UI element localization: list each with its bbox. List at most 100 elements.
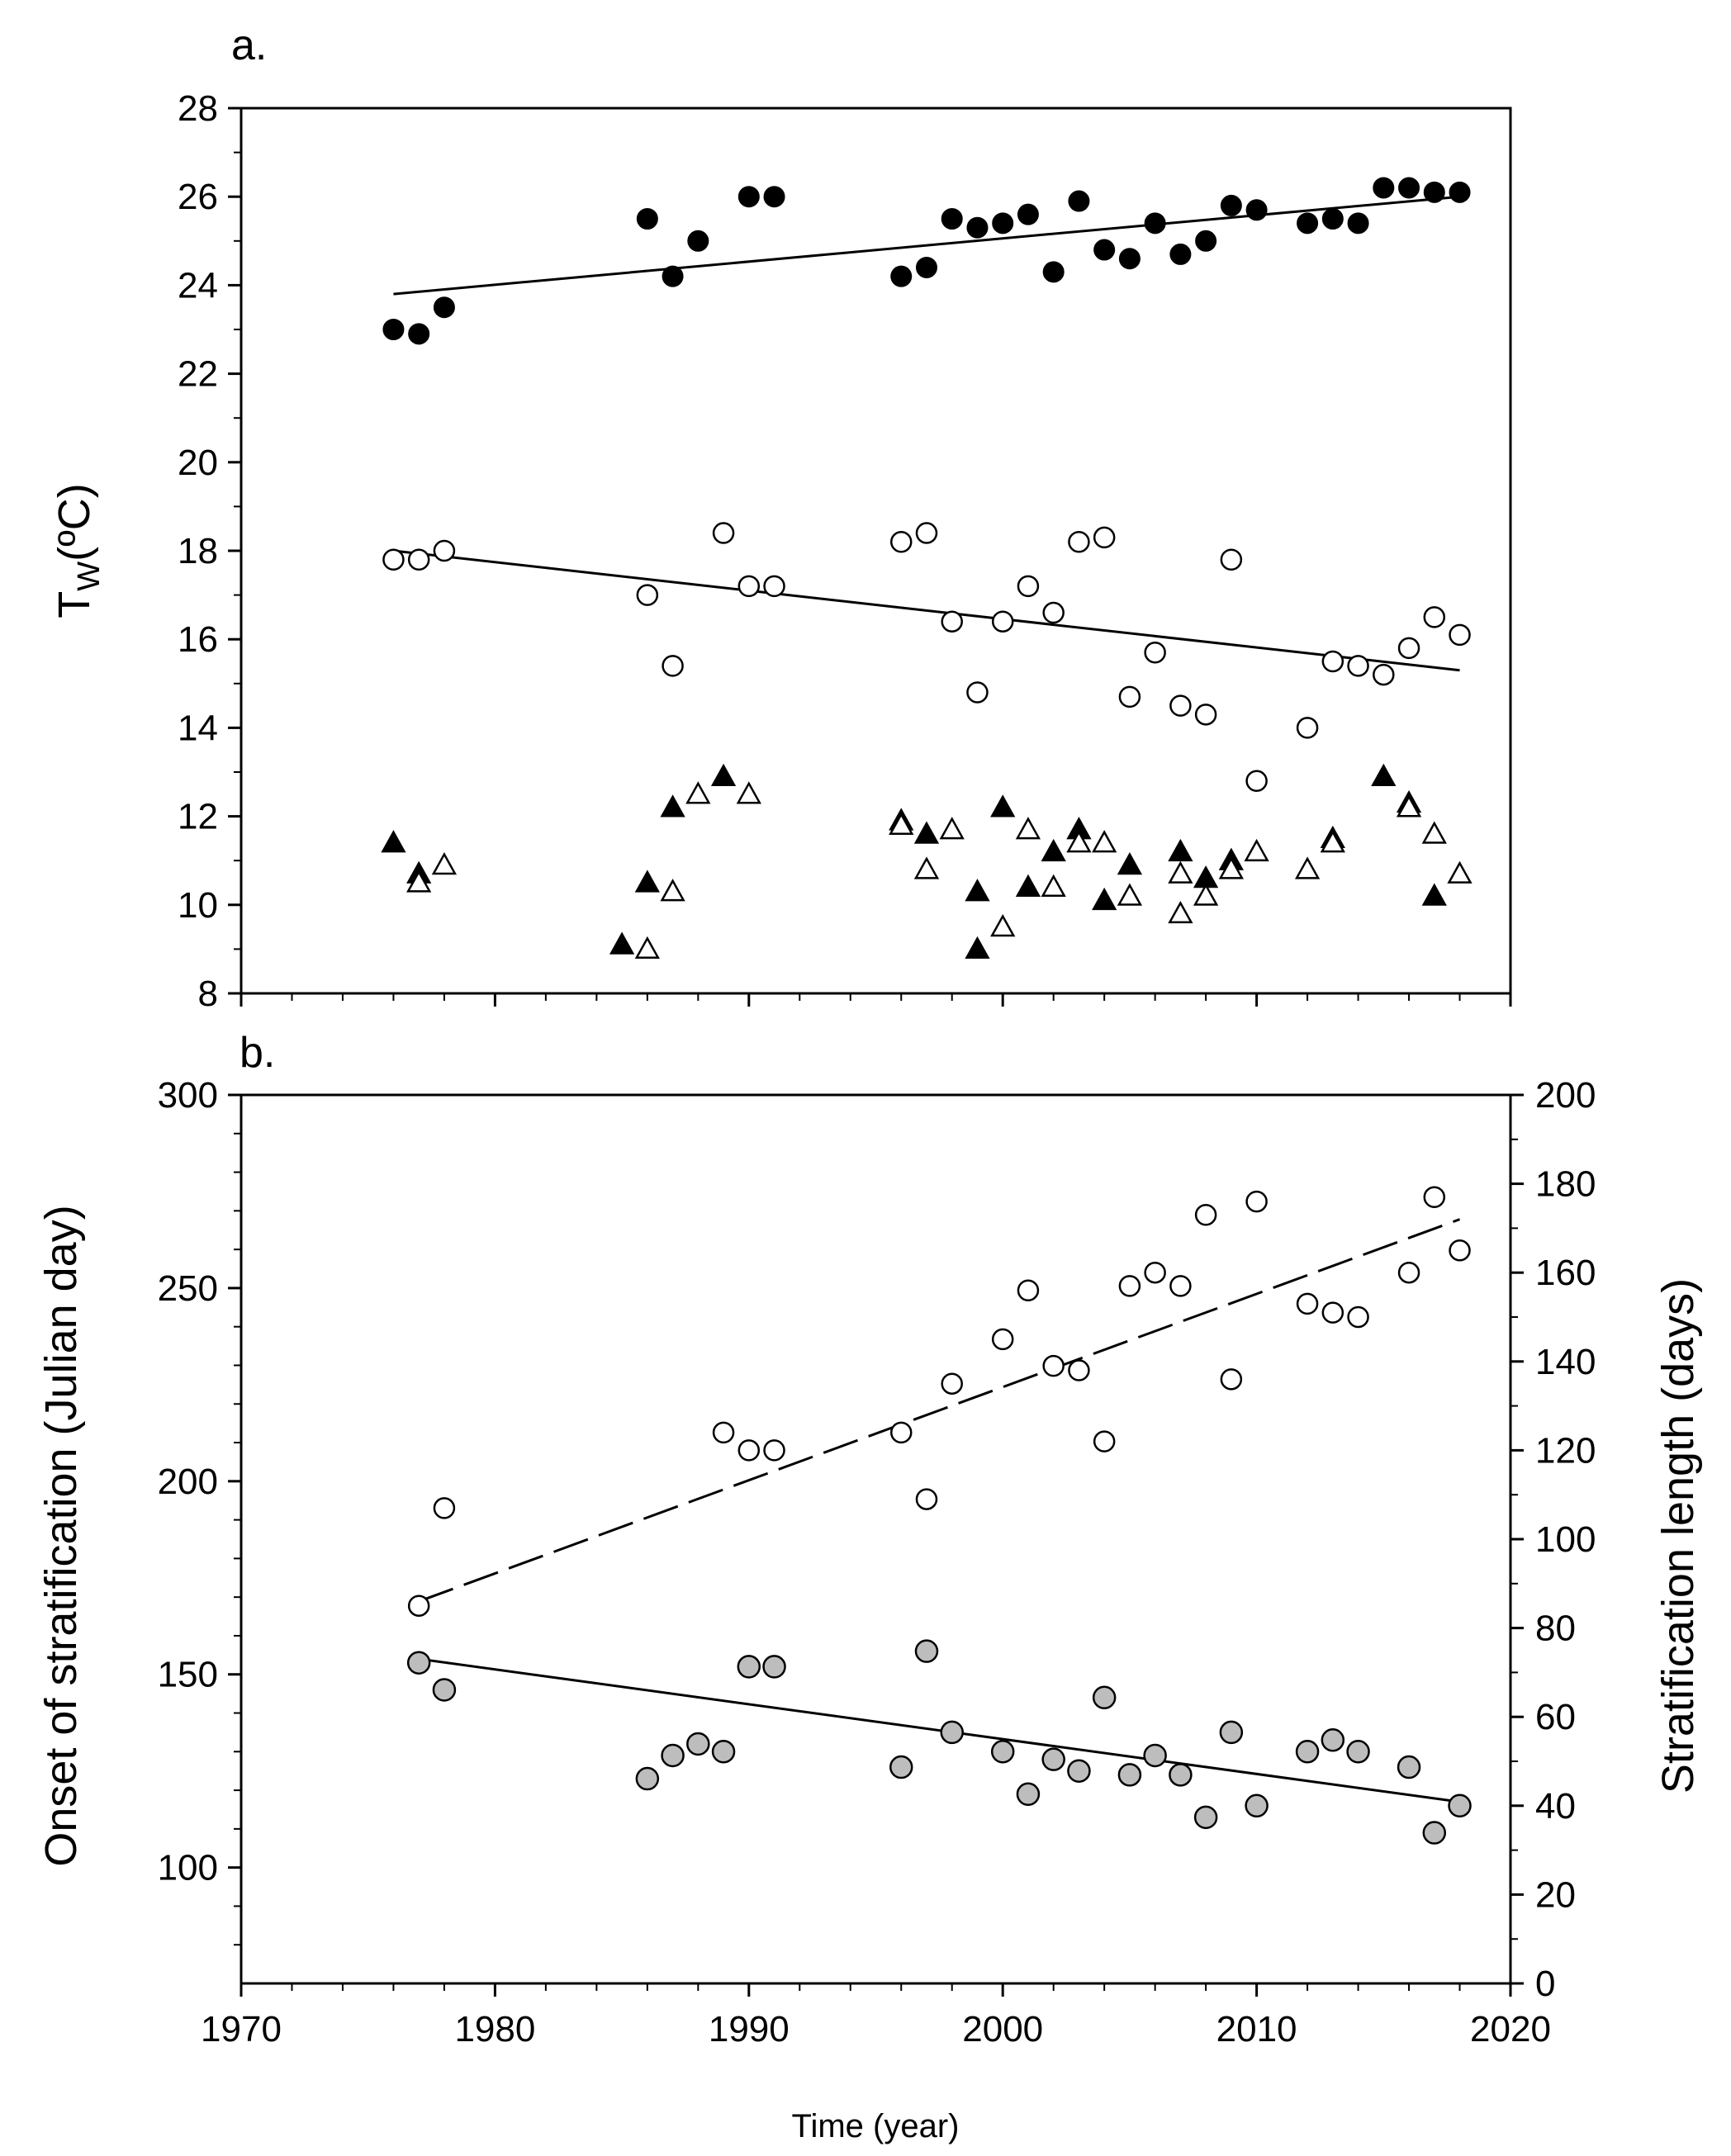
data-point — [1449, 623, 1471, 647]
panel-b-x-tick-label: 1980 — [454, 2009, 535, 2049]
data-point — [941, 610, 963, 633]
data-point — [1422, 1821, 1447, 1845]
data-point — [1449, 1239, 1471, 1262]
data-point — [1041, 838, 1066, 862]
data-point — [890, 265, 913, 287]
panel-a-y-tick-label: 16 — [178, 619, 218, 660]
data-point — [1448, 1794, 1472, 1818]
data-point — [661, 1743, 685, 1768]
data-point — [1015, 874, 1041, 898]
panel-a-y-tick-label: 10 — [178, 885, 218, 926]
panel-a-points — [381, 177, 1473, 960]
data-point — [1017, 1279, 1040, 1301]
data-point — [710, 763, 737, 787]
panel-b-x-tick-label: 2010 — [1216, 2009, 1297, 2049]
data-point — [1218, 856, 1244, 879]
data-point — [1193, 883, 1219, 906]
data-point — [990, 1740, 1015, 1764]
panel-b-x-tick-label: 1970 — [201, 2009, 282, 2049]
data-point — [1068, 531, 1090, 553]
panel-b: b. 100 150 200 250 300 0 20 40 60 80 100 120 140 160… — [36, 1029, 1703, 2144]
data-point — [1092, 1685, 1117, 1710]
data-point — [660, 794, 685, 817]
panel-b-points — [406, 1186, 1472, 1845]
data-point — [737, 186, 760, 208]
data-point — [1042, 261, 1065, 283]
data-point — [1347, 655, 1369, 677]
data-point — [1092, 887, 1117, 911]
data-point — [1347, 212, 1369, 235]
data-point — [1093, 239, 1116, 261]
data-point — [1168, 838, 1193, 862]
data-point — [1423, 181, 1445, 203]
panel-b-right-y-tick-label: 100 — [1535, 1519, 1596, 1560]
data-point — [1346, 1740, 1370, 1764]
data-point — [1245, 770, 1268, 792]
data-point — [1244, 838, 1269, 862]
data-point — [889, 1755, 913, 1779]
data-point — [406, 870, 432, 893]
panel-b-x-tick-label: 1990 — [709, 2009, 790, 2049]
data-point — [433, 539, 456, 562]
panel-b-left-y-tick-label: 100 — [158, 1848, 218, 1888]
panel-b-right-y-tick-label: 20 — [1535, 1874, 1576, 1915]
panel-a-y-tick-label: 26 — [178, 177, 218, 217]
data-point — [1220, 194, 1242, 216]
panel-a-label: a. — [231, 21, 267, 69]
data-point — [1396, 794, 1422, 817]
panel-b-x-tick-label: 2000 — [962, 2009, 1043, 2049]
data-point — [941, 208, 963, 230]
panel-a-y-tick-label: 14 — [178, 708, 218, 748]
data-point — [408, 323, 430, 345]
panel-b-left-y-tick-label: 250 — [158, 1268, 218, 1309]
data-point — [1294, 856, 1321, 879]
data-point — [433, 296, 455, 319]
panel-a-y-tick-label: 12 — [178, 797, 218, 837]
panel-b-left-y-tick-label: 200 — [158, 1462, 218, 1502]
data-point — [1041, 1747, 1065, 1771]
data-point — [1220, 1368, 1243, 1391]
data-point — [660, 879, 685, 902]
data-point — [914, 1639, 939, 1663]
data-point — [1041, 874, 1066, 898]
data-point — [1220, 548, 1243, 571]
data-point — [1320, 830, 1345, 853]
panel-b-right-y-tick-label: 120 — [1535, 1430, 1596, 1471]
x-axis-title: Time (year) — [792, 2108, 960, 2144]
data-point — [1423, 606, 1446, 628]
data-point — [382, 319, 405, 340]
panel-a: a. 8 10 12 14 16 18 20 22 24 26 28 TW(ºC) — [50, 21, 1512, 1014]
data-point — [407, 548, 430, 571]
data-point — [1169, 694, 1192, 717]
data-point — [1421, 821, 1447, 844]
data-point — [1117, 851, 1143, 875]
data-point — [1042, 601, 1065, 624]
data-point — [1347, 1305, 1369, 1329]
data-point — [737, 1655, 761, 1679]
data-point — [1321, 1301, 1344, 1324]
data-point — [662, 265, 684, 287]
data-point — [1373, 663, 1395, 686]
data-point — [1245, 1794, 1269, 1818]
data-point — [990, 914, 1016, 937]
data-point — [1068, 1359, 1090, 1381]
data-point — [762, 1655, 786, 1679]
data-point — [635, 1766, 660, 1791]
data-point — [1245, 199, 1268, 221]
data-point — [1447, 860, 1473, 884]
data-point — [1423, 1186, 1446, 1208]
data-point — [1168, 860, 1193, 884]
data-point — [1144, 1261, 1166, 1284]
panel-b-right-y-axis-title: Stratification length (days) — [1653, 1278, 1703, 1794]
data-point — [915, 256, 937, 278]
data-point — [1118, 685, 1141, 708]
data-point — [1397, 637, 1420, 660]
data-point — [1219, 1720, 1244, 1745]
data-point — [1296, 1292, 1319, 1315]
data-point — [939, 817, 965, 840]
data-point — [763, 186, 785, 208]
data-point — [634, 870, 660, 893]
data-point — [1449, 181, 1471, 203]
data-point — [686, 1732, 710, 1756]
panel-a-y-tick-label: 18 — [178, 531, 218, 571]
